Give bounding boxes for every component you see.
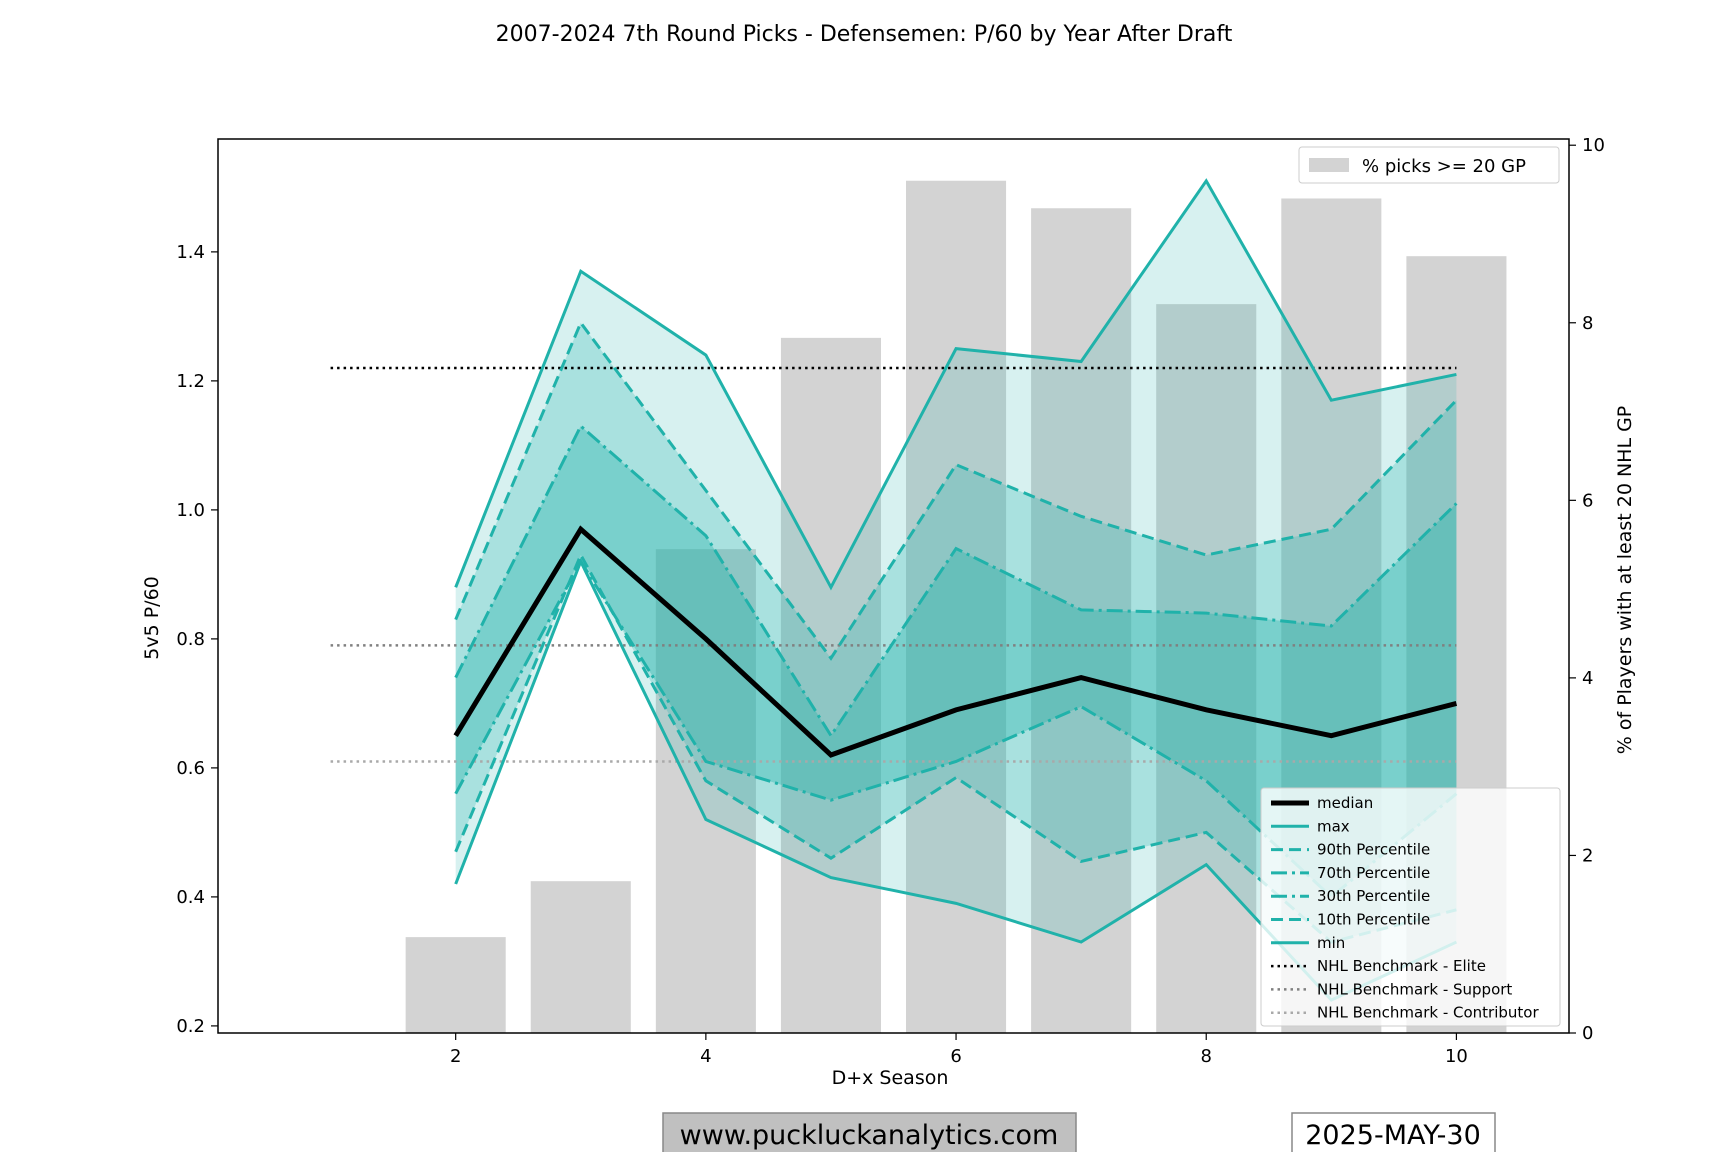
legend-bars: % picks >= 20 GP: [1298, 146, 1560, 184]
bar-x2: [405, 937, 506, 1033]
legend-label: NHL Benchmark - Support: [1317, 980, 1512, 998]
legend-bars-label: % picks >= 20 GP: [1362, 156, 1526, 177]
legend-label: 10th Percentile: [1317, 911, 1430, 929]
y-tick-label: 0.4: [176, 887, 205, 908]
series-line-90th-percentile: [454, 319, 1458, 661]
x-tick-label: 8: [1201, 1046, 1212, 1067]
bar-x4: [655, 549, 756, 1033]
x-tick-label: 6: [950, 1046, 961, 1067]
y2-tick-label: 2: [1582, 845, 1593, 866]
legend-label: 90th Percentile: [1317, 841, 1430, 859]
x-tick-label: 4: [700, 1046, 711, 1067]
date-text: 2025-MAY-30: [1305, 1120, 1481, 1151]
legend-label: 30th Percentile: [1317, 887, 1430, 905]
y2-tick-label: 0: [1582, 1023, 1593, 1044]
y-tick-label: 1.4: [176, 242, 205, 263]
legend-label: max: [1317, 817, 1350, 835]
series-line-70th-percentile: [454, 423, 1458, 739]
legend-label: 70th Percentile: [1317, 864, 1430, 882]
legend-bars-swatch: [1309, 158, 1349, 172]
band-1: [455, 322, 1457, 943]
series-line-median: [453, 525, 1458, 758]
plot-area: 2 4 6 8 10 0.2 0.4 0.6 0.8 1.0 1.2 1.4 0 2 4 6 8 10 % pick…: [176, 135, 1605, 1067]
bar-x6: [906, 180, 1007, 1033]
y2-tick-label: 6: [1582, 490, 1593, 511]
y-tick-label: 0.2: [176, 1016, 205, 1037]
y2-tick-label: 10: [1582, 135, 1605, 156]
y2-axis-label: % of Players with at least 20 NHL GP: [1614, 406, 1636, 755]
legend-label: min: [1317, 934, 1345, 952]
bar-x7: [1031, 208, 1132, 1034]
band-0: [455, 180, 1457, 1001]
legend-lines-box: [1260, 787, 1561, 1027]
legend-label: NHL Benchmark - Contributor: [1317, 1004, 1539, 1022]
x-tick-label: 10: [1445, 1046, 1468, 1067]
website-text: www.puckluckanalytics.com: [680, 1120, 1059, 1151]
x-axis-label: D+x Season: [832, 1067, 949, 1089]
y2-tick-label: 8: [1582, 313, 1593, 334]
bar-x3: [530, 881, 631, 1033]
y-axis-label: 5v5 P/60: [141, 576, 163, 660]
chart-title: 2007-2024 7th Round Picks - Defensemen: …: [496, 22, 1233, 47]
bar-x5: [780, 337, 881, 1033]
y-tick-label: 0.8: [176, 629, 205, 650]
y-tick-label: 0.6: [176, 758, 205, 779]
y2-tick-label: 4: [1582, 668, 1593, 689]
legend-bars-box: [1298, 146, 1560, 184]
y-tick-label: 1.2: [176, 371, 205, 392]
y-tick-label: 1.0: [176, 500, 205, 521]
plot-frame: [217, 138, 1570, 1034]
band-2: [455, 426, 1457, 897]
x-tick-label: 2: [450, 1046, 461, 1067]
legend-label: NHL Benchmark - Elite: [1317, 957, 1486, 975]
series-line-max: [454, 178, 1457, 591]
legend-lines: median max 90th Percentile 70th Percentile 3…: [1260, 787, 1561, 1027]
bar-x8: [1156, 304, 1257, 1033]
date-box: 2025-MAY-30: [1291, 1112, 1496, 1152]
website-box: www.puckluckanalytics.com: [662, 1112, 1077, 1152]
legend-label: median: [1317, 794, 1373, 812]
